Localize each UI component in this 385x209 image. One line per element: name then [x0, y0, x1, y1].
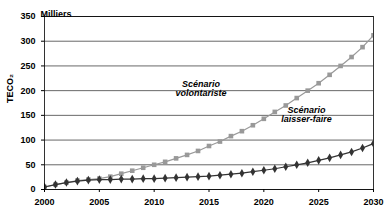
svg-text:300: 300	[20, 36, 35, 46]
svg-text:Scénariolaisser-faire: Scénariolaisser-faire	[281, 105, 332, 124]
svg-text:350: 350	[20, 11, 35, 21]
svg-text:Scénariovolontariste: Scénariovolontariste	[175, 78, 226, 97]
svg-text:50: 50	[25, 160, 35, 170]
svg-text:2025: 2025	[309, 197, 329, 207]
svg-text:250: 250	[20, 61, 35, 71]
svg-text:150: 150	[20, 110, 35, 120]
svg-text:2015: 2015	[199, 197, 219, 207]
svg-text:Milliers: Milliers	[41, 9, 72, 19]
svg-text:200: 200	[20, 86, 35, 96]
svg-text:2010: 2010	[144, 197, 164, 207]
svg-text:2005: 2005	[89, 197, 109, 207]
svg-text:2030: 2030	[363, 197, 383, 207]
svg-text:0: 0	[30, 184, 35, 194]
svg-text:2020: 2020	[254, 197, 274, 207]
svg-text:TECO₂: TECO₂	[5, 74, 15, 103]
svg-text:100: 100	[20, 135, 35, 145]
svg-text:2000: 2000	[34, 197, 54, 207]
